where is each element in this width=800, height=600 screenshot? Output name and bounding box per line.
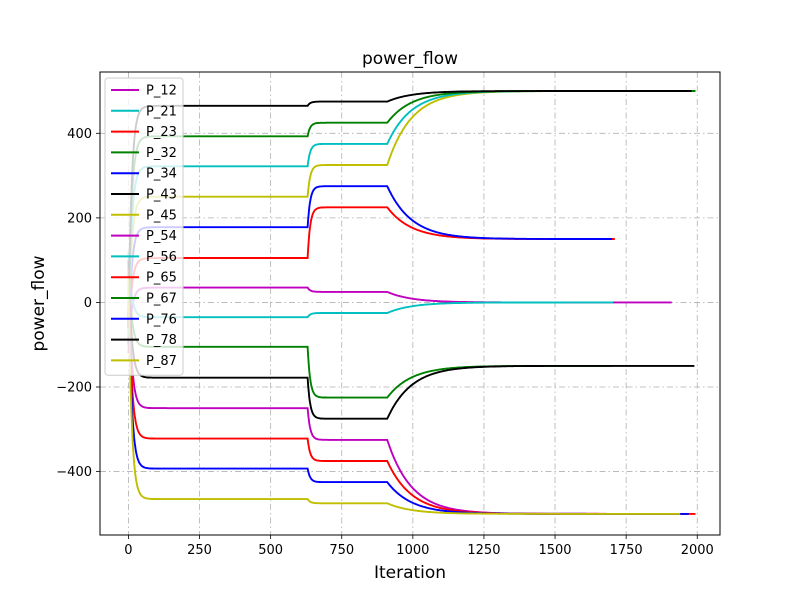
- x-tick-label: 1750: [610, 543, 643, 558]
- y-axis-ticks: −400 −200 0 200 400: [56, 127, 100, 480]
- legend-p-23-label: P_23: [146, 125, 177, 140]
- x-tick-label: 1000: [396, 543, 429, 558]
- legend-p-87-label: P_87: [146, 354, 177, 369]
- series-layer: [127, 90, 696, 515]
- x-tick-label: 500: [258, 543, 283, 558]
- chart-title: power_flow: [362, 49, 458, 69]
- x-tick-label: 250: [187, 543, 212, 558]
- legend-p-67-label: P_67: [146, 292, 177, 307]
- x-tick-label: 1500: [538, 543, 571, 558]
- y-axis-label: power_flow: [29, 255, 49, 351]
- legend-p-65-label: P_65: [146, 271, 177, 286]
- series-p-43-line: [127, 260, 695, 420]
- y-tick-label: −200: [56, 381, 92, 396]
- x-tick-label: 0: [124, 543, 132, 558]
- y-tick-label: 0: [84, 296, 92, 311]
- y-tick-label: −400: [56, 465, 92, 480]
- legend-p-78-label: P_78: [146, 333, 177, 348]
- legend-p-43-label: P_43: [146, 188, 177, 203]
- y-tick-label: 400: [67, 127, 92, 142]
- plot-frame: [99, 71, 721, 536]
- legend-p-32-label: P_32: [146, 146, 177, 161]
- legend-box: [104, 77, 184, 376]
- series-p-34-line: [127, 185, 612, 345]
- series-p-21-line: [127, 251, 614, 319]
- legend-p-54-label: P_54: [146, 229, 177, 244]
- series-p-78-line: [127, 90, 692, 328]
- legend: P_12 P_21 P_23 P_32 P_34 P_43 P_45 P_54 P_56 P_65…: [104, 77, 184, 376]
- x-axis-label: Iteration: [374, 563, 446, 583]
- legend-p-45-label: P_45: [146, 208, 177, 223]
- legend-p-76-label: P_76: [146, 312, 177, 327]
- x-tick-label: 750: [329, 543, 354, 558]
- legend-p-34-label: P_34: [146, 167, 177, 182]
- x-tick-label: 2000: [681, 543, 714, 558]
- legend-p-12-label: P_12: [146, 84, 177, 99]
- legend-p-56-label: P_56: [146, 250, 177, 265]
- y-tick-label: 200: [67, 211, 92, 226]
- legend-p-21-label: P_21: [146, 104, 177, 119]
- x-axis-ticks: 0 250 500 750 1000 1250 1500 1750 2000: [124, 535, 714, 558]
- series-p-87-line: [127, 277, 681, 515]
- x-tick-label: 1250: [467, 543, 500, 558]
